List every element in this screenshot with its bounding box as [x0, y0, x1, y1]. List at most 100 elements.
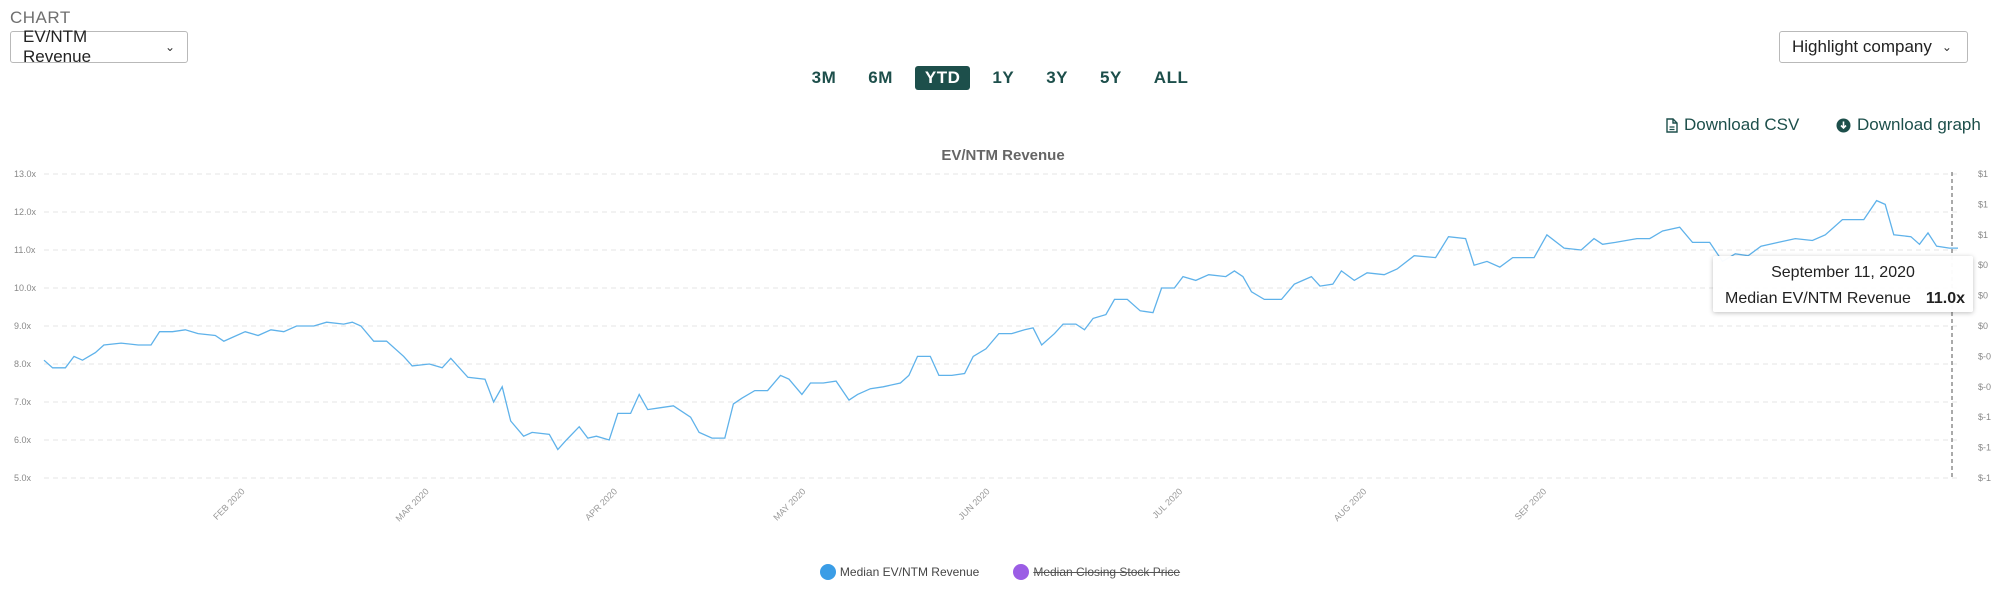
data-point — [646, 408, 649, 411]
grid-layer — [44, 173, 1958, 479]
range-3m-button[interactable]: 3M — [811, 68, 837, 87]
data-point — [1074, 323, 1077, 326]
range-1y-button[interactable]: 1Y — [992, 68, 1015, 87]
data-point — [1139, 309, 1142, 312]
data-point — [428, 363, 431, 366]
series-color-dot-icon — [1013, 564, 1030, 580]
data-point — [1010, 332, 1013, 335]
data-point — [1207, 273, 1210, 276]
data-point — [997, 332, 1000, 335]
x-tick-label: APR 2020 — [583, 486, 619, 522]
range-all-button[interactable]: ALL — [1153, 68, 1189, 87]
data-point — [1511, 256, 1514, 259]
data-point — [531, 431, 534, 434]
data-point — [1678, 226, 1681, 229]
data-point — [608, 439, 611, 442]
right-axis-tick-label: $0 — [1978, 260, 1988, 270]
legend-item-revenue[interactable]: Median EV/NTM Revenue — [819, 564, 980, 580]
range-5y-button[interactable]: 5Y — [1100, 68, 1122, 87]
data-point — [1563, 247, 1566, 250]
data-point — [629, 412, 632, 415]
data-point — [492, 401, 495, 404]
data-point — [1884, 203, 1887, 206]
data-point — [1152, 311, 1155, 314]
data-point — [848, 399, 851, 402]
data-point — [1635, 237, 1638, 240]
highlight-company-dropdown-value: Highlight company — [1792, 37, 1932, 56]
data-point — [723, 437, 726, 440]
data-point — [1053, 332, 1056, 335]
right-axis-tick-label: $-1 — [1978, 412, 1991, 422]
highlight-company-dropdown[interactable]: Highlight company ⌄ — [1779, 31, 1968, 63]
data-point — [441, 366, 444, 369]
data-point — [698, 431, 701, 434]
data-point — [950, 374, 953, 377]
data-point — [753, 389, 756, 392]
data-point — [1777, 241, 1780, 244]
y-tick-label: 10.0x — [14, 283, 37, 293]
data-point — [184, 328, 187, 331]
data-point — [342, 323, 345, 326]
x-tick-label: FEB 2020 — [211, 486, 246, 521]
tooltip-series-label: Median EV/NTM Revenue — [1725, 290, 1911, 307]
data-point — [659, 406, 662, 409]
data-point — [1824, 233, 1827, 236]
series-layer — [43, 172, 1958, 478]
data-point — [1160, 287, 1163, 290]
data-point — [907, 374, 910, 377]
data-point — [1319, 285, 1322, 288]
chart-section-label: CHART — [10, 8, 71, 27]
right-axis-tick-label: $1 — [1978, 230, 1988, 240]
data-point — [312, 325, 315, 328]
data-point — [1708, 241, 1711, 244]
data-point — [937, 374, 940, 377]
x-tick-label: AUG 2020 — [1332, 486, 1369, 523]
data-point — [882, 385, 885, 388]
y-tick-label: 5.0x — [14, 473, 32, 483]
data-point — [411, 364, 414, 367]
data-point — [856, 393, 859, 396]
data-point — [1648, 237, 1651, 240]
data-point — [1224, 275, 1227, 278]
data-point — [214, 334, 217, 337]
right-axis-tick-label: $-0 — [1978, 351, 1991, 361]
data-point — [835, 380, 838, 383]
data-point — [1250, 290, 1253, 293]
data-point — [484, 378, 487, 381]
data-point — [565, 439, 568, 442]
data-point — [120, 342, 123, 345]
data-point — [1062, 323, 1065, 326]
data-point — [1862, 218, 1865, 221]
metric-dropdown[interactable]: EV/NTM Revenue ⌄ — [10, 27, 188, 66]
data-point — [522, 435, 525, 438]
data-point — [1918, 243, 1921, 246]
data-point — [372, 340, 375, 343]
data-point — [171, 330, 174, 333]
legend-label-revenue: Median EV/NTM Revenue — [839, 565, 980, 579]
range-ytd-button[interactable]: YTD — [914, 66, 971, 90]
data-point — [779, 374, 782, 377]
data-point — [1032, 326, 1035, 329]
tooltip-value: 11.0x — [1925, 290, 1965, 307]
download-graph-label: Download graph — [1857, 115, 1981, 134]
download-graph-button[interactable]: Download graph — [1836, 115, 1981, 135]
data-point — [1310, 275, 1313, 278]
right-axis-tick-label: $-0 — [1978, 382, 1991, 392]
y-tick-label: 8.0x — [14, 359, 32, 369]
y-tick-label: 12.0x — [14, 207, 37, 217]
download-csv-button[interactable]: Download CSV — [1666, 115, 1799, 135]
file-icon — [1666, 117, 1678, 133]
data-point — [929, 355, 932, 358]
data-point — [916, 355, 919, 358]
legend-item-stock-price[interactable]: Median Closing Stock Price — [1013, 564, 1180, 580]
data-point — [1875, 199, 1878, 202]
tooltip-date: September 11, 2020 — [1771, 264, 1915, 281]
data-point — [1396, 268, 1399, 271]
data-point — [1023, 328, 1026, 331]
x-tick-label: JUN 2020 — [956, 486, 991, 521]
range-3y-button[interactable]: 3Y — [1046, 68, 1068, 87]
data-point — [1614, 241, 1617, 244]
range-6m-button[interactable]: 6M — [868, 68, 893, 87]
data-point — [732, 402, 735, 405]
data-point — [548, 433, 551, 436]
